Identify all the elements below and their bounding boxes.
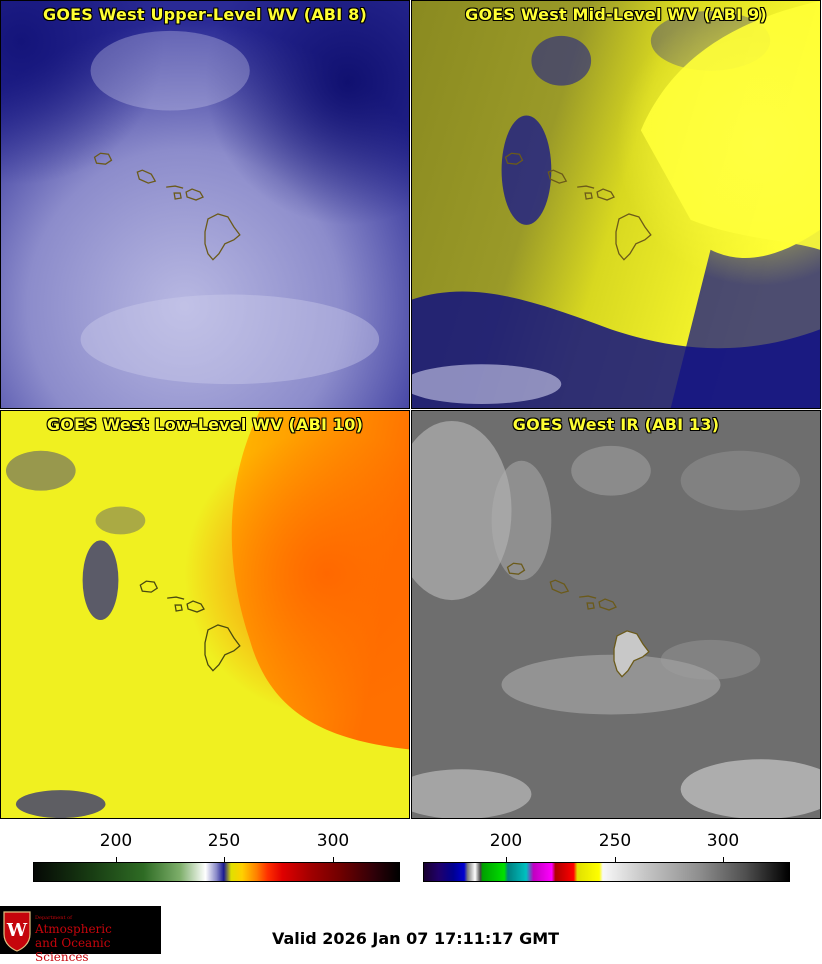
aos-logo: W Department of Atmospheric and Oceanic … <box>0 906 161 964</box>
wv-colorbar-tick <box>224 857 225 862</box>
valid-time: Valid 2026 Jan 07 17:11:17 GMT <box>272 929 560 948</box>
hawaii-outline <box>93 152 241 261</box>
ir-panel: GOES West IR (ABI 13) <box>411 410 821 819</box>
mid-level-wv-panel: GOES West Mid-Level WV (ABI 9) <box>411 0 821 409</box>
ir-colorbar-tick <box>506 857 507 862</box>
logo-name-line2: and Oceanic Sciences <box>35 936 111 964</box>
logo-dept-line: Department of <box>35 915 72 921</box>
panel-title: GOES West IR (ABI 13) <box>512 415 720 434</box>
panel-title: GOES West Upper-Level WV (ABI 8) <box>43 5 367 24</box>
panel-title: GOES West Low-Level WV (ABI 10) <box>46 415 364 434</box>
uw-crest-icon: W <box>3 911 31 952</box>
wv-colorbar-tick-label: 300 <box>316 831 350 851</box>
wv-colorbar <box>33 862 400 882</box>
ir-colorbar-tick <box>723 857 724 862</box>
low-level-wv-panel: GOES West Low-Level WV (ABI 10) <box>0 410 410 819</box>
wv-colorbar-tick <box>333 857 334 862</box>
low-level-wv-image <box>1 411 409 818</box>
panel-title: GOES West Mid-Level WV (ABI 9) <box>465 5 767 24</box>
ir-colorbar-tick-label: 250 <box>598 831 632 851</box>
hawaii-outline <box>139 580 241 672</box>
upper-level-wv-image <box>1 1 409 408</box>
wv-colorbar-tick <box>116 857 117 862</box>
logo-name-line1: Atmospheric <box>35 922 112 936</box>
ir-colorbar-tick-label: 300 <box>706 831 740 851</box>
ir-colorbar <box>423 862 790 882</box>
hawaii-outline <box>506 562 650 678</box>
wv-colorbar-tick-label: 200 <box>99 831 133 851</box>
crest-letter: W <box>6 920 28 941</box>
ir-image <box>412 411 820 818</box>
ir-colorbar-tick <box>615 857 616 862</box>
ir-colorbar-tick-label: 200 <box>489 831 523 851</box>
hawaii-outline <box>504 152 652 261</box>
mid-level-wv-image <box>412 1 820 408</box>
wv-colorbar-tick-label: 250 <box>207 831 241 851</box>
upper-level-wv-panel: GOES West Upper-Level WV (ABI 8) <box>0 0 410 409</box>
